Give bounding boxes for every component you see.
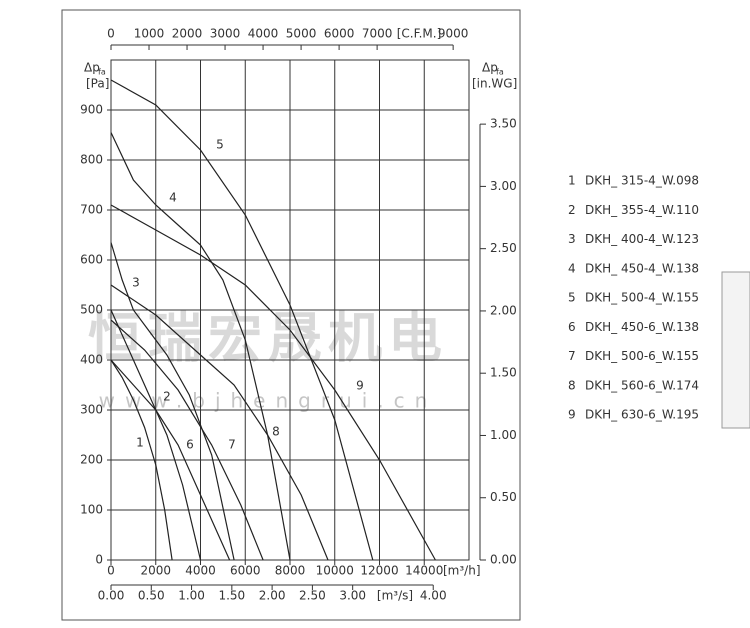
- legend-number: 6: [568, 320, 576, 334]
- x3-tick-label: 0.50: [138, 589, 165, 603]
- legend-label: DKH_ 315-4_W.098: [585, 174, 699, 188]
- legend-number: 2: [568, 203, 576, 217]
- x-tick-label: 8000: [275, 564, 306, 578]
- y-tick-label: 200: [80, 453, 103, 467]
- legend-number: 9: [568, 408, 576, 422]
- x3-tick-label: 1.50: [218, 589, 245, 603]
- y2-tick-label: 3.00: [490, 179, 517, 193]
- y-axis-unit: [Pa]: [86, 77, 109, 91]
- legend-label: DKH_ 450-4_W.138: [585, 261, 699, 275]
- y-tick-label: 0: [95, 553, 103, 567]
- x2-tick-label: 0: [107, 27, 115, 41]
- legend-label: DKH_ 630-6_W.195: [585, 408, 699, 422]
- x2-axis-unit: [C.F.M.]: [397, 27, 442, 41]
- y2-tick-label: 0.00: [490, 553, 517, 567]
- legend-label: DKH_ 355-4_W.110: [585, 203, 699, 217]
- x-tick-label: 6000: [230, 564, 261, 578]
- curve-label: 3: [132, 276, 140, 290]
- x3-axis-unit: [m³/s]: [377, 589, 413, 603]
- x2-tick-label: 9000: [438, 27, 469, 41]
- y2-tick-label: 1.50: [490, 366, 517, 380]
- legend-number: 4: [568, 261, 576, 275]
- y2-axis-unit: [in.WG]: [472, 77, 517, 91]
- curve-label: 4: [169, 191, 177, 205]
- y2-tick-label: 3.50: [490, 117, 517, 131]
- legend-number: 1: [568, 174, 576, 188]
- x-axis-unit: [m³/h]: [443, 564, 481, 578]
- y2-tick-label: 2.50: [490, 241, 517, 255]
- fan-curve: [110, 242, 235, 561]
- curve-label: 7: [228, 438, 236, 452]
- x2-tick-label: 3000: [210, 27, 241, 41]
- frame: [61, 9, 521, 621]
- x2-tick-label: 2000: [172, 27, 203, 41]
- y-tick-label: 900: [80, 103, 103, 117]
- watermark-url: www.bjhengrui.cn: [99, 389, 438, 413]
- fan-curve: [110, 359, 173, 561]
- fan-curve: [110, 79, 374, 561]
- y2-tick-label: 1.00: [490, 428, 517, 442]
- legend-label: DKH_ 500-6_W.155: [585, 349, 699, 363]
- y-tick-label: 800: [80, 153, 103, 167]
- curve-label: 1: [136, 436, 144, 450]
- fan-curve: [110, 284, 329, 561]
- y-tick-label: 600: [80, 253, 103, 267]
- fan-curve: [110, 132, 291, 561]
- x2-tick-label: 5000: [286, 27, 317, 41]
- legend-label: DKH_ 400-4_W.123: [585, 232, 699, 246]
- y-tick-label: 300: [80, 403, 103, 417]
- x3-tick-label: 2.50: [299, 589, 326, 603]
- side-tab: [721, 271, 750, 429]
- fan-curve: [110, 319, 264, 561]
- x-tick-label: 0: [107, 564, 115, 578]
- legend-number: 5: [568, 291, 576, 305]
- watermark-title: 恒瑞宏晟机电: [88, 307, 448, 370]
- legend-label: DKH_ 500-4_W.155: [585, 291, 699, 305]
- x-tick-label: 4000: [185, 564, 216, 578]
- x-tick-label: 10000: [316, 564, 354, 578]
- curve-label: 2: [163, 390, 171, 404]
- y-tick-label: 500: [80, 303, 103, 317]
- y-tick-label: 400: [80, 353, 103, 367]
- legend-label: DKH_ 560-6_W.174: [585, 378, 699, 392]
- x3-tick-label: 4.00: [420, 589, 447, 603]
- fan-curve: [110, 309, 202, 561]
- x2-tick-label: 4000: [248, 27, 279, 41]
- legend-number: 7: [568, 349, 576, 363]
- x3-tick-label: 2.00: [259, 589, 286, 603]
- x-tick-label: 12000: [360, 564, 398, 578]
- x2-tick-label: 7000: [362, 27, 393, 41]
- y-tick-label: 700: [80, 203, 103, 217]
- x3-tick-label: 1.00: [178, 589, 205, 603]
- y-tick-label: 100: [80, 503, 103, 517]
- x3-tick-label: 3.00: [339, 589, 366, 603]
- y2-tick-label: 0.50: [490, 490, 517, 504]
- legend-label: DKH_ 450-6_W.138: [585, 320, 699, 334]
- curve-label: 9: [356, 379, 364, 393]
- x3-tick-label: 0.00: [98, 589, 125, 603]
- y2-axis-label-sub: fa: [496, 68, 504, 77]
- x2-tick-label: 1000: [134, 27, 165, 41]
- y2-axis-label: Δp: [482, 61, 498, 75]
- y2-tick-label: 2.00: [490, 303, 517, 317]
- legend-number: 8: [568, 378, 576, 392]
- curve-label: 5: [216, 138, 224, 152]
- legend-number: 3: [568, 232, 576, 246]
- y-axis-label-sub: fa: [98, 68, 106, 77]
- x-tick-label: 2000: [140, 564, 171, 578]
- x2-tick-label: 6000: [324, 27, 355, 41]
- curve-label: 6: [186, 438, 194, 452]
- curve-label: 8: [272, 425, 280, 439]
- fan-curve: [110, 359, 231, 561]
- fan-curve: [110, 204, 436, 561]
- y-axis-label: Δp: [84, 61, 100, 75]
- x-tick-label: 14000: [405, 564, 443, 578]
